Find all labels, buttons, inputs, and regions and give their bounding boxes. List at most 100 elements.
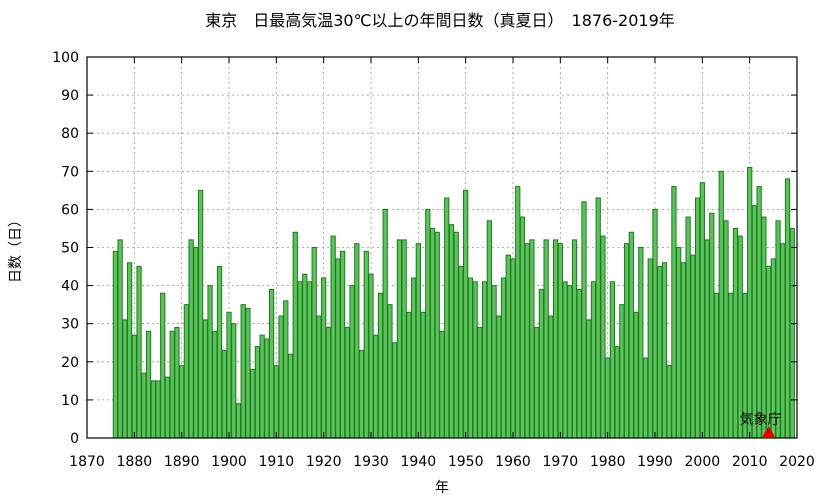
bar-1876: [112, 250, 119, 439]
bar-2005: [723, 220, 729, 439]
bar-1944: [434, 231, 440, 439]
bar-2003: [713, 292, 720, 439]
bar-1972: [567, 285, 573, 439]
bar-1992: [661, 262, 668, 439]
bar-1929: [363, 250, 369, 439]
bar-1953: [477, 327, 483, 439]
x-tick-label: 1970: [543, 454, 579, 470]
bar-1945: [439, 330, 445, 439]
bar-1902: [235, 403, 242, 439]
bar-1964: [529, 239, 535, 439]
bar-1889: [174, 327, 180, 439]
bar-1962: [519, 216, 526, 439]
x-tick-label: 1990: [637, 454, 673, 470]
bar-1895: [202, 319, 208, 439]
bar-1996: [680, 262, 687, 439]
bar-1919: [316, 315, 322, 439]
bar-1975: [581, 201, 587, 439]
bar-1966: [538, 288, 545, 439]
x-tick-label: 2000: [685, 454, 721, 470]
bar-1971: [562, 281, 568, 439]
bar-1878: [122, 319, 128, 439]
bar-2000: [699, 182, 705, 439]
bar-1963: [524, 243, 530, 439]
bar-2013: [761, 216, 767, 439]
x-tick-label: 1890: [164, 454, 200, 470]
bar-1990: [652, 208, 658, 439]
bar-2002: [709, 212, 715, 439]
bar-1905: [250, 368, 256, 439]
x-tick-label: 1920: [306, 454, 342, 470]
bar-1903: [240, 304, 246, 439]
bar-1951: [467, 277, 474, 439]
bar-1910: [273, 365, 279, 439]
bar-1882: [141, 372, 147, 439]
bar-1961: [515, 186, 521, 439]
y-tick-label: 20: [61, 355, 79, 371]
source-marker-triangle: [761, 426, 776, 438]
bar-1937: [401, 239, 407, 439]
bar-1897: [212, 330, 218, 439]
bar-1894: [197, 189, 204, 439]
bar-1915: [297, 281, 303, 439]
bar-1947: [448, 224, 455, 439]
bar-1887: [164, 376, 171, 439]
tick-layer: 0 10 20 30 40 50 60 70 80 90 100 1870 1880 1890 1900 19…: [52, 50, 815, 470]
bar-1993: [666, 365, 672, 439]
bar-1968: [548, 315, 554, 439]
bar-1978: [595, 197, 601, 439]
bar-2019: [789, 227, 795, 439]
bar-1883: [145, 330, 152, 439]
bar-1888: [169, 330, 175, 439]
bar-1912: [283, 300, 289, 439]
bar-1939: [410, 277, 417, 439]
bar-1925: [344, 327, 350, 439]
x-tick-label: 1910: [259, 454, 295, 470]
bar-2018: [784, 178, 791, 439]
y-tick-label: 10: [61, 393, 79, 409]
x-axis-label: 年: [435, 480, 449, 496]
x-tick-label: 1880: [117, 454, 153, 470]
bar-1943: [429, 227, 436, 439]
y-tick-label: 90: [61, 88, 79, 104]
y-tick-label: 100: [52, 50, 79, 66]
y-tick-label: 70: [61, 164, 79, 180]
x-tick-label: 1870: [69, 454, 105, 470]
y-tick-label: 50: [61, 241, 79, 257]
bar-1987: [638, 247, 644, 439]
bar-1976: [586, 319, 592, 439]
bar-1918: [311, 247, 317, 439]
bar-1941: [420, 311, 426, 439]
x-tick-label: 1950: [448, 454, 484, 470]
bar-1921: [325, 327, 332, 439]
x-tick-label: 1900: [211, 454, 247, 470]
bar-1922: [330, 235, 336, 439]
bar-1973: [571, 239, 578, 439]
bar-1893: [193, 247, 199, 439]
bar-1957: [496, 315, 502, 439]
bar-1898: [216, 266, 223, 439]
bar-1938: [406, 311, 412, 439]
x-tick-label: 2020: [779, 454, 815, 470]
bar-1924: [339, 250, 346, 439]
bar-1965: [534, 327, 540, 439]
bar-1932: [377, 292, 384, 439]
x-tick-label: 1960: [495, 454, 531, 470]
bar-1942: [425, 208, 431, 439]
bar-1935: [392, 342, 398, 439]
bar-1931: [373, 334, 379, 439]
bar-1890: [179, 365, 185, 439]
y-axis-label: 日数（日）: [8, 213, 24, 283]
bar-1884: [150, 380, 156, 439]
chart-title: 東京 日最高気温30℃以上の年間日数（真夏日） 1876-2019年: [205, 11, 675, 30]
bar-1913: [287, 353, 294, 439]
bar-1949: [458, 266, 464, 439]
bar-1880: [131, 334, 137, 439]
bar-1958: [500, 277, 507, 439]
bar-2017: [780, 243, 786, 439]
bar-1984: [623, 243, 630, 439]
bar-1980: [605, 357, 611, 439]
bar-1950: [463, 189, 469, 439]
bar-1891: [183, 304, 190, 439]
